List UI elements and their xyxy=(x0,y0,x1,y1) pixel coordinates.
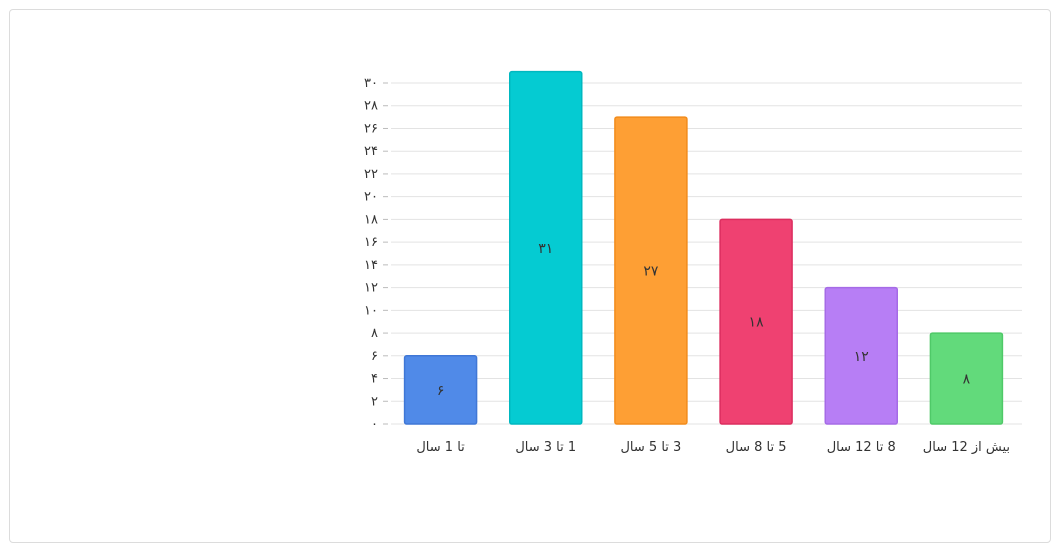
y-tick-label: ۳۰ xyxy=(364,76,378,91)
bar[interactable] xyxy=(719,218,793,425)
x-tick-label: 8 تا 12 سال xyxy=(827,440,896,455)
x-tick-label: 5 تا 8 سال xyxy=(726,440,787,455)
bar[interactable] xyxy=(929,332,1004,425)
y-tick-label: ۴ xyxy=(371,372,378,387)
gridlines xyxy=(391,82,1022,425)
bar[interactable] xyxy=(614,116,688,425)
bar[interactable] xyxy=(509,70,583,425)
y-tick-label: ۶ xyxy=(371,349,378,364)
bar[interactable] xyxy=(824,286,898,425)
y-tick-label: ۲۰ xyxy=(364,190,378,205)
y-tick-label: ۲۴ xyxy=(364,144,378,159)
y-tick-label: ۱۶ xyxy=(364,235,378,250)
y-tick-label: ۲۶ xyxy=(364,121,378,136)
x-tick-label: تا 1 سال xyxy=(416,440,465,455)
y-tick-label: ۲ xyxy=(371,394,378,409)
bar-value-label: ۱۲ xyxy=(854,349,869,365)
y-tick-label: ۱۲ xyxy=(364,281,378,296)
bar-value-label: ۱۸ xyxy=(749,315,765,331)
x-tick-label: 3 تا 5 سال xyxy=(620,440,681,455)
bars: ۶ ۳۱ ۲۷ ۱۸ ۱۲ ۸ xyxy=(403,70,1004,425)
y-tick-label: ۰ xyxy=(371,417,378,432)
x-axis: تا 1 سال 1 تا 3 سال 3 تا 5 سال 5 تا 8 سال 8 … xyxy=(416,440,1010,455)
y-tick-label: ۱۴ xyxy=(364,258,378,273)
bar[interactable] xyxy=(403,355,478,425)
y-tick-label: ۱۰ xyxy=(364,303,378,318)
x-tick-label: بیش از 12 سال xyxy=(923,440,1010,455)
y-tick-label: ۱۸ xyxy=(364,212,378,227)
bar-value-label: ۸ xyxy=(963,372,971,388)
bar-value-label: ۳۱ xyxy=(538,241,553,257)
y-tick-label: ۲۸ xyxy=(364,99,378,114)
bar-value-label: ۶ xyxy=(437,383,445,399)
x-tick-label: 1 تا 3 سال xyxy=(515,440,576,455)
y-tick-label: ۸ xyxy=(371,326,378,341)
y-tick-label: ۲۲ xyxy=(364,167,378,182)
bar-value-label: ۲۷ xyxy=(643,264,659,280)
